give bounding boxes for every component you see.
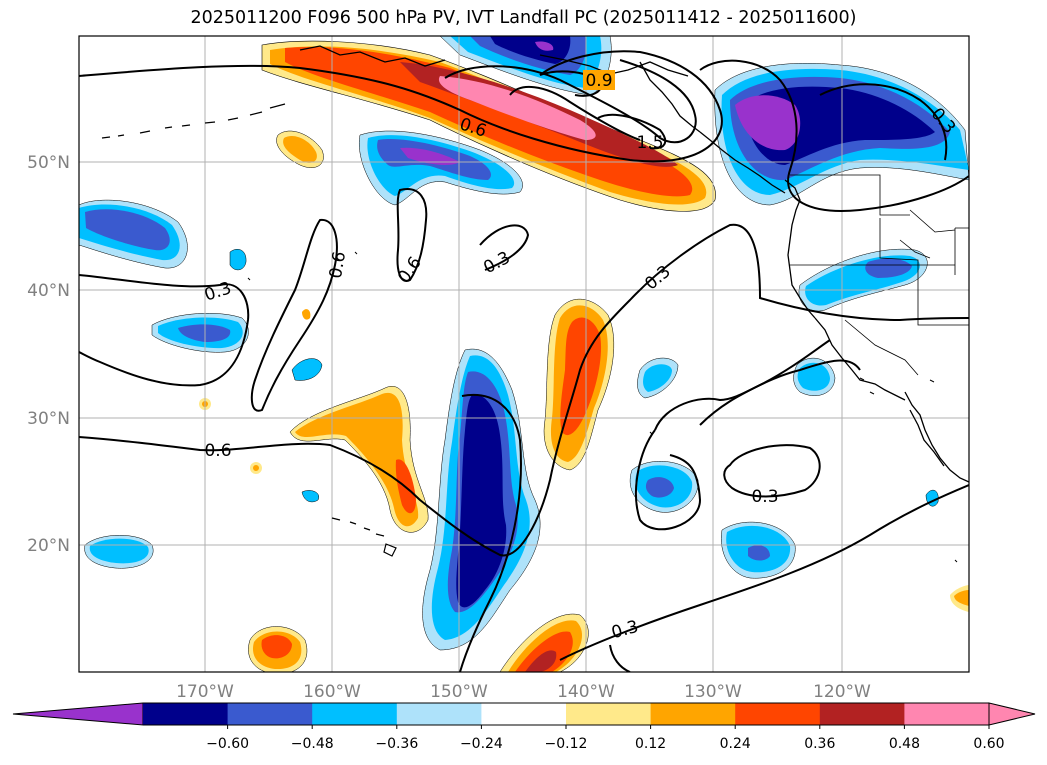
colorbar-tick-label: −0.60 (206, 736, 249, 752)
colorbar-swatch (650, 703, 736, 725)
colorbar-swatch (566, 703, 652, 725)
contour-label: 0.9 (585, 71, 612, 91)
contour-label: 0.3 (480, 248, 513, 278)
colorbar-arrow-left (12, 702, 144, 726)
lon-label: 160°W (303, 682, 361, 702)
lat-label: 20°N (27, 536, 70, 556)
colorbar-swatch (143, 703, 229, 725)
pv-fill-layer (79, 36, 969, 672)
colorbar-swatch (312, 703, 398, 725)
colorbar-tick-label: −0.36 (375, 736, 418, 752)
contour-label: 0.6 (204, 441, 231, 461)
colorbar-swatch (227, 703, 313, 725)
colorbar: −0.60 −0.48 −0.36 −0.24 −0.12 0.12 0.24 0.36 0.4… (12, 702, 1036, 752)
lat-labels: 50°N 40°N 30°N 20°N (27, 153, 70, 556)
map-title: 2025011200 F096 500 hPa PV, IVT Landfall… (190, 8, 857, 28)
lat-label: 40°N (27, 281, 70, 301)
lon-label: 120°W (813, 682, 871, 702)
lon-label: 150°W (430, 682, 488, 702)
colorbar-arrow-right (988, 702, 1036, 726)
contour-label: 0.3 (202, 278, 234, 305)
colorbar-tick-label: −0.48 (291, 736, 334, 752)
contour-label: 0.6 (326, 250, 350, 280)
map-frame (78, 35, 970, 673)
contour-label: 1.5 (636, 133, 663, 153)
colorbar-tick-label: 0.60 (973, 736, 1004, 752)
coastlines (101, 45, 969, 563)
colorbar-tick-label: −0.12 (545, 736, 588, 752)
contour-label: 0.6 (394, 253, 426, 287)
colorbar-tick-label: 0.12 (635, 736, 666, 752)
colorbar-swatch (819, 703, 905, 725)
contour-label: 0.3 (641, 262, 675, 295)
lon-label: 140°W (557, 682, 615, 702)
contour-label: 0.3 (751, 487, 778, 507)
lon-label: 130°W (684, 682, 742, 702)
colorbar-swatch (735, 703, 821, 725)
map-panel: 0.9 0.6 1.5 0.3 0.3 0.6 0.6 0.3 0.3 0.6 … (79, 36, 969, 672)
pv-max-core (438, 76, 596, 140)
colorbar-swatch (481, 703, 567, 725)
colorbar-swatch (396, 703, 482, 725)
lon-labels: 170°W 160°W 150°W 140°W 130°W 120°W (176, 682, 871, 702)
colorbar-swatch (904, 703, 990, 725)
lon-label: 170°W (176, 682, 234, 702)
ivt-contours (79, 50, 969, 672)
colorbar-tick-label: −0.24 (460, 736, 503, 752)
contour-label: 0.3 (609, 617, 640, 643)
lat-label: 50°N (27, 153, 70, 173)
colorbar-tick-label: 0.48 (889, 736, 920, 752)
colorbar-tick-label: 0.36 (804, 736, 835, 752)
lat-label: 30°N (27, 409, 70, 429)
colorbar-tick-label: 0.24 (720, 736, 751, 752)
